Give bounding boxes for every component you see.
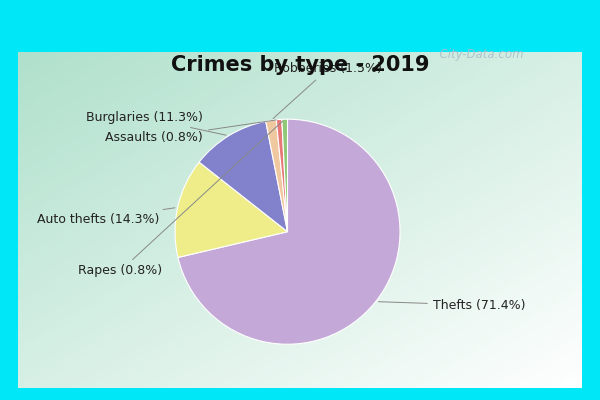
Wedge shape	[178, 119, 400, 344]
Text: Auto thefts (14.3%): Auto thefts (14.3%)	[37, 208, 175, 226]
Wedge shape	[266, 120, 287, 232]
Wedge shape	[199, 121, 287, 232]
Text: Crimes by type - 2019: Crimes by type - 2019	[171, 55, 429, 75]
Text: City-Data.com: City-Data.com	[432, 48, 524, 61]
Text: Burglaries (11.3%): Burglaries (11.3%)	[86, 111, 226, 135]
Wedge shape	[276, 119, 287, 232]
Text: Robberies (1.5%): Robberies (1.5%)	[273, 62, 382, 118]
Text: Assaults (0.8%): Assaults (0.8%)	[106, 120, 276, 144]
Text: Rapes (0.8%): Rapes (0.8%)	[79, 121, 283, 277]
Text: Thefts (71.4%): Thefts (71.4%)	[379, 299, 526, 312]
Wedge shape	[175, 162, 287, 258]
Wedge shape	[282, 119, 287, 232]
